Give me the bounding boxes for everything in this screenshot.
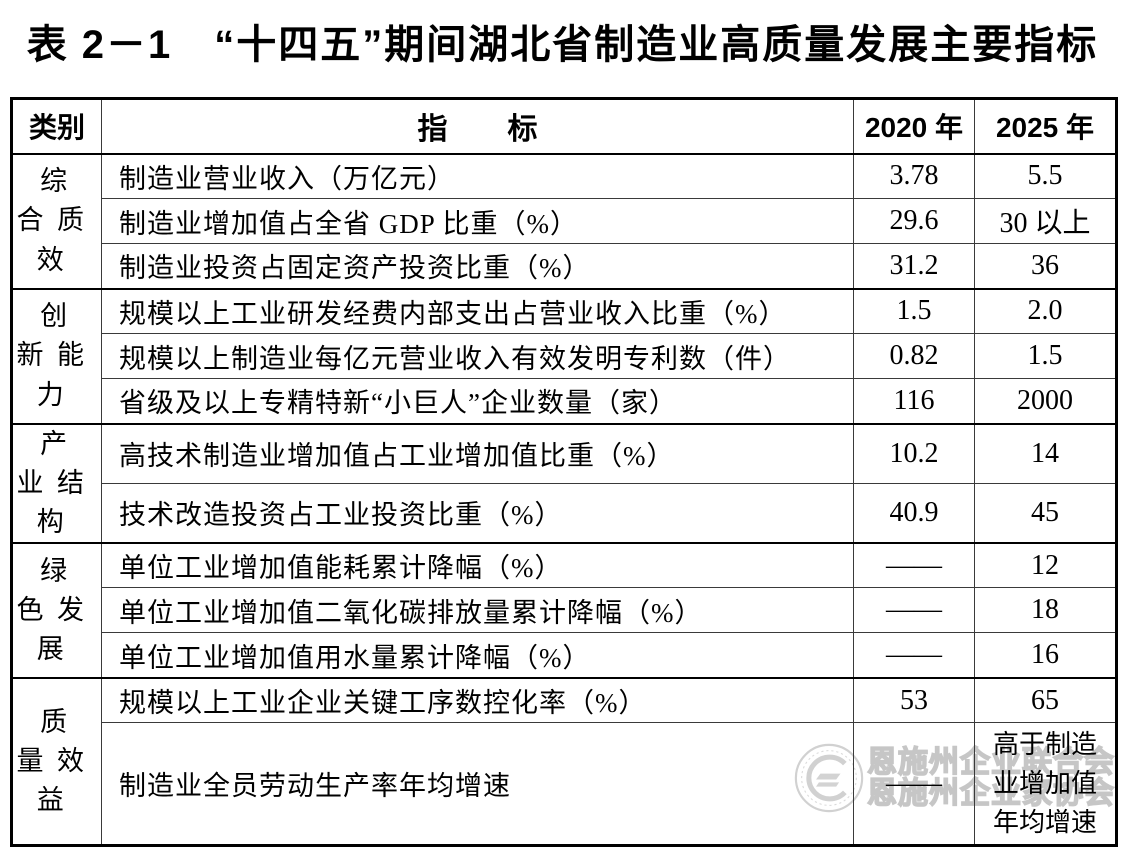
value-2025-cell: 14 [974, 422, 1117, 484]
indicator-cell: 单位工业增加值二氧化碳排放量累计降幅（%） [101, 587, 854, 634]
value-2020-cell: —— [853, 722, 975, 847]
value-2025-cell: 5.5 [974, 152, 1117, 199]
table-row: 规模以上制造业每亿元营业收入有效发明专利数（件） 0.82 1.5 [12, 333, 1117, 379]
category-cell: 创新能力 [11, 287, 102, 424]
table-row: 制造业投资占固定资产投资比重（%） 31.2 36 [12, 243, 1117, 289]
table-row: 综合质效 制造业营业收入（万亿元） 3.78 5.5 [11, 152, 1117, 289]
value-2025-cell: 65 [974, 676, 1117, 724]
value-2020-cell: 0.82 [853, 333, 975, 379]
table-row: 技术改造投资占工业投资比重（%） 40.9 45 [12, 482, 1117, 544]
indicator-cell: 技术改造投资占工业投资比重（%） [101, 482, 854, 544]
indicator-cell: 规模以上工业研发经费内部支出占营业收入比重（%） [101, 287, 854, 334]
table-row: 产业结构 高技术制造业增加值占工业增加值比重（%） 10.2 14 [11, 422, 1117, 544]
table-row: 绿色发展 单位工业增加值能耗累计降幅（%） —— 12 [11, 541, 1117, 679]
value-2020-cell: 10.2 [853, 422, 975, 484]
category-cell: 综合质效 [11, 152, 102, 289]
indicator-cell: 规模以上制造业每亿元营业收入有效发明专利数（件） [101, 333, 854, 379]
indicator-cell: 单位工业增加值能耗累计降幅（%） [101, 541, 854, 589]
header-category: 类别 [11, 98, 102, 155]
value-2020-cell: 116 [853, 378, 975, 424]
indicator-cell: 高技术制造业增加值占工业增加值比重（%） [101, 422, 854, 484]
value-2020-cell: —— [853, 541, 975, 589]
value-2025-cell: 18 [974, 587, 1117, 634]
indicator-cell: 单位工业增加值用水量累计降幅（%） [101, 632, 854, 679]
header-2025: 2025 年 [974, 98, 1117, 155]
value-2025-cell: 30 以上 [974, 198, 1117, 244]
value-2020-cell: 1.5 [853, 287, 975, 334]
indicator-cell: 制造业投资占固定资产投资比重（%） [101, 243, 854, 289]
indicator-cell: 制造业增加值占全省 GDP 比重（%） [101, 198, 854, 244]
indicator-cell: 省级及以上专精特新“小巨人”企业数量（家） [101, 378, 854, 424]
value-2020-cell: 29.6 [853, 198, 975, 244]
page-title: 表 2－1 “十四五”期间湖北省制造业高质量发展主要指标 [26, 23, 1099, 67]
value-2020-cell: 3.78 [853, 152, 975, 199]
value-2025-cell: 高于制造业增加值年均增速 [974, 722, 1117, 847]
value-2025-cell: 12 [974, 541, 1117, 589]
category-cell: 绿色发展 [11, 541, 102, 679]
table-row: 质量效益 规模以上工业企业关键工序数控化率（%） 53 65 [11, 676, 1117, 847]
table-row: 创新能力 规模以上工业研发经费内部支出占营业收入比重（%） 1.5 2.0 [11, 287, 1117, 424]
indicator-cell: 制造业全员劳动生产率年均增速 [101, 722, 854, 847]
value-2020-cell: —— [853, 587, 975, 634]
value-2025-cell: 2000 [974, 378, 1117, 424]
table-row: 制造业全员劳动生产率年均增速 —— 高于制造业增加值年均增速 [12, 722, 1117, 847]
header-indicator: 指 标 [101, 98, 854, 155]
value-2020-cell: 53 [853, 676, 975, 724]
indicator-cell: 规模以上工业企业关键工序数控化率（%） [101, 676, 854, 724]
indicators-table: 类别 指 标 2020 年 2025 年 综合质效 制造业营业收入（万亿元） 3… [10, 97, 1118, 847]
value-2025-cell: 45 [974, 482, 1117, 544]
table-row: 单位工业增加值用水量累计降幅（%） —— 16 [12, 632, 1117, 679]
value-2020-cell: —— [853, 632, 975, 679]
table-row: 单位工业增加值二氧化碳排放量累计降幅（%） —— 18 [12, 587, 1117, 634]
value-2025-cell: 36 [974, 243, 1117, 289]
value-2025-cell: 16 [974, 632, 1117, 679]
category-cell: 质量效益 [11, 676, 102, 847]
table-row: 省级及以上专精特新“小巨人”企业数量（家） 116 2000 [12, 378, 1117, 424]
table-header-row: 类别 指 标 2020 年 2025 年 [11, 98, 1117, 155]
value-2025-cell: 2.0 [974, 287, 1117, 334]
header-2020: 2020 年 [853, 98, 975, 155]
value-2020-cell: 40.9 [853, 482, 975, 544]
category-cell: 产业结构 [11, 422, 102, 544]
indicators-table-container: 类别 指 标 2020 年 2025 年 综合质效 制造业营业收入（万亿元） 3… [10, 97, 1118, 847]
table-row: 制造业增加值占全省 GDP 比重（%） 29.6 30 以上 [12, 198, 1117, 244]
indicator-cell: 制造业营业收入（万亿元） [101, 152, 854, 199]
value-2025-cell: 1.5 [974, 333, 1117, 379]
value-2020-cell: 31.2 [853, 243, 975, 289]
